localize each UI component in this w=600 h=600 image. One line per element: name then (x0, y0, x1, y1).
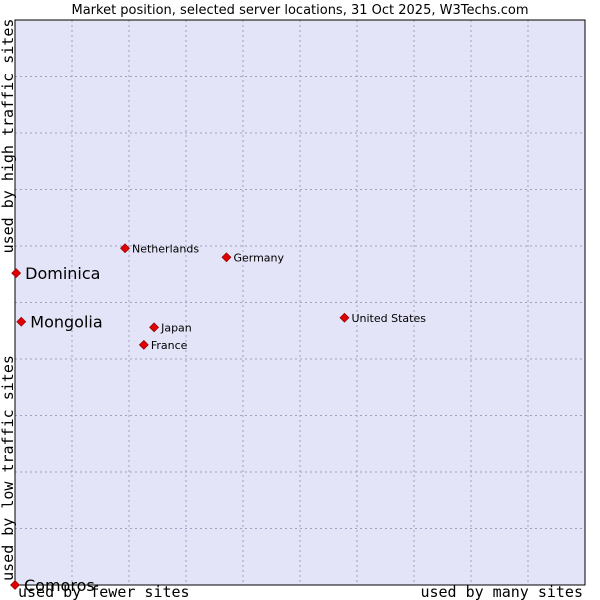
marker-germany (221, 252, 232, 263)
y-axis-label-high: used by high traffic sites (0, 19, 17, 254)
point-label-comoros: Comoros (24, 576, 95, 595)
y-axis-label-low: used by low traffic sites (0, 355, 17, 581)
point-label-germany: Germany (233, 251, 284, 264)
point-label-dominica: Dominica (25, 264, 100, 283)
point-label-mongolia: Mongolia (30, 313, 102, 332)
data-point-japan: Japan (149, 321, 192, 334)
data-point-germany: Germany (221, 251, 285, 264)
point-label-france: France (151, 339, 188, 352)
data-markers: Netherlands Germany United States Japan Fran… (10, 242, 426, 595)
point-label-united-states: United States (351, 312, 426, 325)
data-point-comoros: Comoros (10, 576, 95, 595)
chart-title: Market position, selected server locatio… (71, 3, 528, 18)
point-label-netherlands: Netherlands (132, 242, 199, 255)
x-axis-label-low: used by fewer sites (18, 583, 190, 600)
data-point-france: France (138, 339, 188, 352)
marker-dominica (11, 268, 22, 279)
marker-comoros (10, 580, 20, 590)
point-label-japan: Japan (160, 321, 192, 334)
marker-mongolia (16, 316, 27, 327)
marker-france (138, 339, 149, 350)
data-point-dominica: Dominica (11, 264, 100, 283)
data-point-united-states: United States (339, 312, 426, 325)
marker-netherlands (120, 243, 130, 254)
grid-lines (15, 20, 585, 585)
data-point-netherlands: Netherlands (120, 242, 199, 255)
plot-frame (14, 19, 586, 586)
marker-japan (149, 322, 160, 333)
data-point-mongolia: Mongolia (16, 313, 103, 332)
marker-united-states (339, 312, 350, 323)
x-axis-label-high: used by many sites (420, 583, 583, 600)
